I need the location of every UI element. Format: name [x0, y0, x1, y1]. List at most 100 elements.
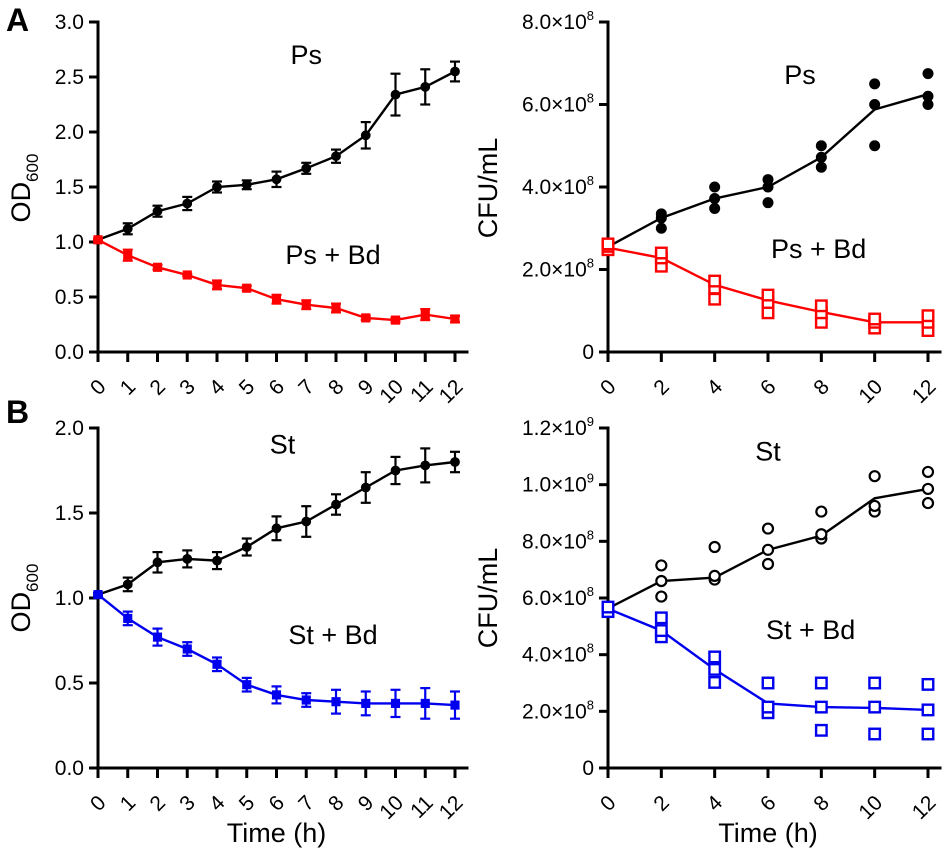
data-point-marker: [182, 198, 193, 209]
data-point-marker: [420, 460, 431, 471]
y-tick-label: 1.0: [55, 587, 84, 610]
data-point-marker: [921, 703, 935, 717]
x-tick-label: 0: [596, 791, 621, 816]
panel-label-b: B: [6, 394, 30, 430]
data-point-marker: [271, 294, 282, 304]
axis-lines: [96, 20, 469, 354]
data-point-marker: [814, 723, 828, 737]
y-axis-title: OD600: [6, 154, 42, 223]
data-point-marker: [182, 644, 192, 654]
data-point-marker: [761, 306, 775, 320]
y-tick-label: 2.0×108: [522, 256, 594, 282]
data-point-marker: [709, 202, 721, 214]
data-point-marker: [921, 677, 935, 691]
x-tick-label: 6: [265, 791, 290, 816]
data-point-marker: [182, 270, 192, 280]
data-point-marker: [655, 574, 668, 588]
data-point-marker: [868, 700, 882, 714]
x-axis-ticks: 0 2 4 6 8 10 12: [596, 768, 941, 824]
x-tick-label: 4: [703, 791, 728, 816]
data-point-marker: [655, 208, 667, 220]
data-point-marker: [708, 292, 722, 306]
data-point-marker: [921, 309, 935, 323]
y-tick-label: 2.0×108: [522, 697, 594, 723]
x-tick-label: 11: [406, 791, 438, 823]
series-ps-+-bd: [93, 235, 460, 325]
y-tick-label: 4.0×108: [522, 641, 594, 667]
data-point-marker: [708, 650, 722, 664]
x-axis-title: Time (h): [227, 818, 327, 848]
data-point-marker: [708, 569, 721, 582]
data-point-marker: [761, 676, 775, 690]
x-tick-label: 0: [86, 791, 111, 816]
x-tick-label: 12: [908, 791, 941, 824]
y-tick-label: 8.0×108: [522, 527, 594, 553]
data-point-marker: [212, 555, 222, 566]
series-ps: [602, 68, 934, 254]
data-point-marker: [301, 695, 311, 705]
series-label: St + Bd: [288, 620, 377, 650]
data-point-marker: [815, 528, 828, 541]
y-tick-label: 4.0×108: [522, 173, 594, 199]
x-tick-label: 8: [324, 791, 349, 816]
data-point-marker: [708, 662, 722, 676]
y-tick-label: 0: [582, 341, 594, 364]
data-point-marker: [301, 300, 311, 310]
y-tick-label: 0.5: [55, 286, 84, 309]
data-point-marker: [761, 557, 775, 571]
data-point-marker: [815, 151, 827, 163]
y-axis-title: OD600: [6, 564, 42, 633]
data-point-marker: [814, 700, 828, 714]
data-point-marker: [709, 181, 721, 193]
x-tick-label: 9: [354, 375, 379, 400]
data-point-marker: [708, 675, 722, 689]
axes: [96, 426, 469, 770]
data-point-marker: [868, 312, 882, 326]
series-label: St: [755, 437, 781, 467]
x-tick-label: 2: [649, 375, 674, 400]
y-tick-label: 1.5: [55, 502, 84, 525]
data-point-marker: [655, 590, 668, 603]
data-point-marker: [152, 632, 163, 642]
data-point-marker: [654, 246, 668, 260]
data-point-marker: [331, 499, 341, 510]
data-point-marker: [301, 516, 312, 527]
y-tick-label: 0: [582, 757, 594, 780]
data-point-marker: [869, 99, 881, 110]
x-tick-label: 1: [116, 375, 141, 400]
data-point-marker: [271, 174, 282, 185]
data-point-marker: [601, 600, 615, 614]
data-point-marker: [869, 78, 881, 90]
data-point-marker: [420, 698, 430, 708]
data-point-marker: [242, 283, 252, 293]
y-tick-label: 2.5: [55, 66, 84, 89]
data-point-marker: [762, 197, 774, 209]
data-point-marker: [212, 659, 222, 669]
data-point-marker: [761, 700, 775, 714]
x-tick-label: 2: [146, 791, 171, 816]
x-tick-label: 9: [354, 791, 379, 816]
data-point-marker: [122, 579, 133, 590]
chart-svg-panel-a-od: 0.00.51.01.52.02.53.00 1 2 3 4 5 6 7 8 9101112OD6…: [6, 11, 469, 408]
data-point-marker: [212, 182, 222, 192]
axes: [96, 20, 469, 354]
panel-label-a: A: [6, 2, 30, 38]
series-st: [93, 447, 460, 600]
data-point-marker: [93, 235, 103, 245]
y-axis-ticks: 0 2.0×108 4.0×108 6.0×108 8.0×108: [522, 8, 608, 364]
series-label: Ps: [784, 60, 816, 90]
data-point-marker: [152, 206, 163, 217]
y-tick-label: 6.0×108: [522, 91, 594, 117]
data-point-marker: [361, 313, 371, 323]
data-point-marker: [152, 557, 163, 568]
data-point-marker: [212, 280, 222, 290]
y-tick-label: 0.0: [55, 757, 84, 780]
data-point-marker: [761, 522, 775, 535]
data-point-marker: [331, 303, 341, 313]
axis-lines: [96, 426, 469, 770]
data-point-marker: [301, 163, 312, 174]
data-point-marker: [655, 222, 667, 234]
data-point-marker: [762, 174, 774, 186]
